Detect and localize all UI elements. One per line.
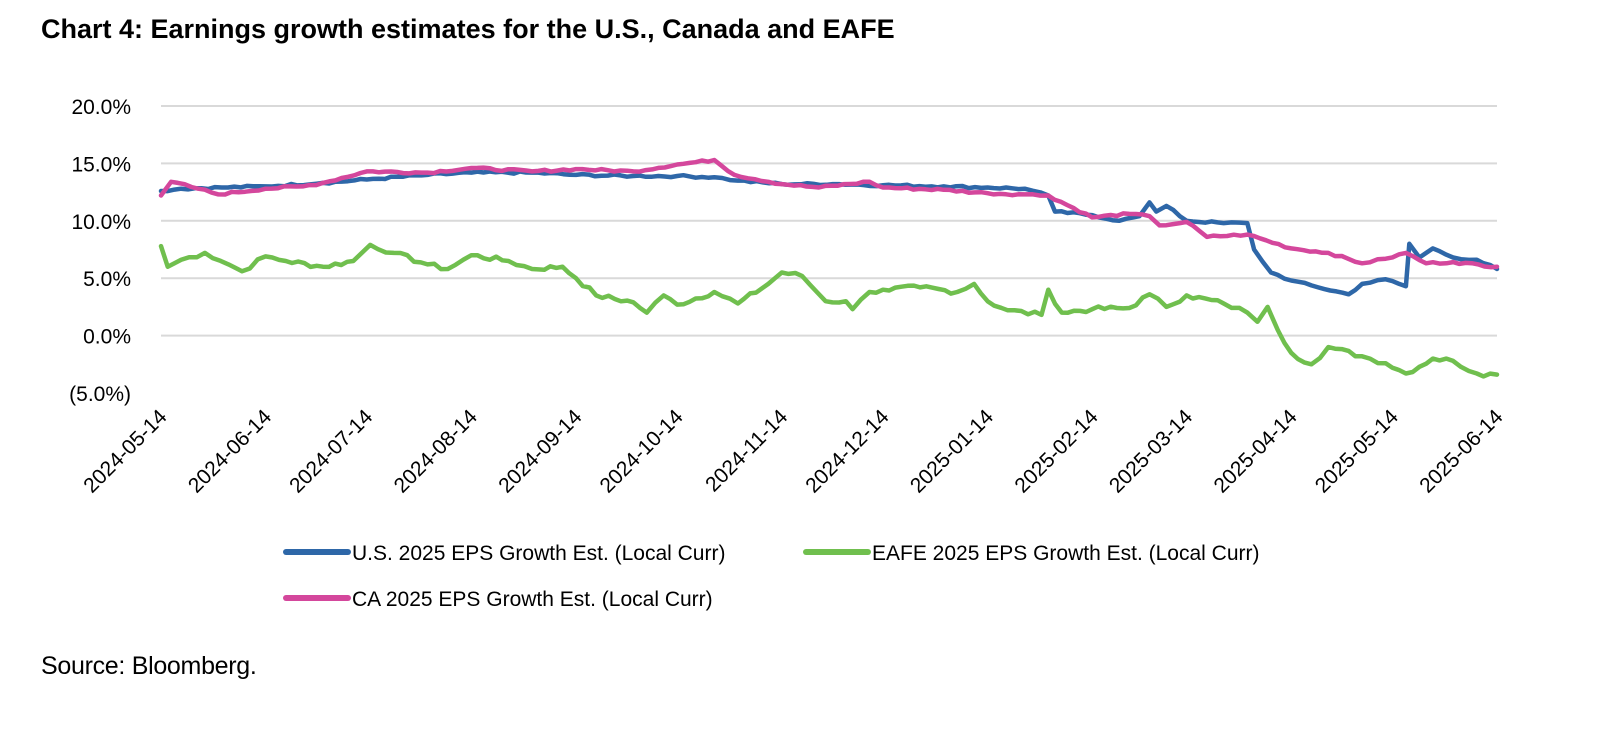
- y-axis-ticks: 20.0% 15.0% 10.0% 5.0% 0.0% (5.0%): [69, 96, 131, 406]
- legend-label: U.S. 2025 EPS Growth Est. (Local Curr): [352, 542, 725, 565]
- y-tick-label: 10.0%: [71, 211, 131, 234]
- legend: U.S. 2025 EPS Growth Est. (Local Curr) EA…: [283, 542, 1259, 611]
- x-tick-label: 2024-10-14: [595, 405, 687, 497]
- chart-title: Chart 4: Earnings growth estimates for t…: [41, 14, 895, 44]
- x-tick-label: 2024-11-14: [701, 405, 792, 496]
- series-lines: [158, 157, 1500, 379]
- y-tick-label: 15.0%: [71, 153, 131, 176]
- x-axis-ticks: 2024-05-14 2024-06-14 2024-07-14 2024-08-14…: [79, 405, 1507, 497]
- y-tick-label: (5.0%): [69, 383, 131, 406]
- x-tick-label: 2024-12-14: [801, 405, 893, 497]
- x-tick-label: 2024-07-14: [285, 405, 377, 497]
- source-note: Source: Bloomberg.: [41, 652, 257, 680]
- series-line: [158, 169, 1500, 297]
- y-tick-label: 0.0%: [83, 326, 131, 349]
- x-tick-label: 2025-01-14: [906, 405, 998, 497]
- legend-label: EAFE 2025 EPS Growth Est. (Local Curr): [872, 542, 1259, 565]
- x-tick-label: 2025-02-14: [1010, 405, 1102, 497]
- series-line: [158, 242, 1500, 379]
- y-tick-label: 5.0%: [83, 268, 131, 291]
- x-tick-label: 2025-03-14: [1105, 405, 1197, 497]
- x-tick-label: 2024-09-14: [494, 405, 586, 497]
- y-tick-label: 20.0%: [71, 96, 131, 119]
- x-tick-label: 2024-06-14: [184, 405, 276, 497]
- x-tick-label: 2024-08-14: [390, 405, 482, 497]
- x-tick-label: 2025-05-14: [1311, 405, 1403, 497]
- x-tick-label: 2024-05-14: [79, 405, 171, 497]
- legend-label: CA 2025 EPS Growth Est. (Local Curr): [352, 588, 713, 611]
- series-line: [158, 157, 1500, 270]
- gridlines: [161, 105, 1497, 337]
- x-tick-label: 2025-06-14: [1415, 405, 1507, 497]
- x-tick-label: 2025-04-14: [1210, 405, 1302, 497]
